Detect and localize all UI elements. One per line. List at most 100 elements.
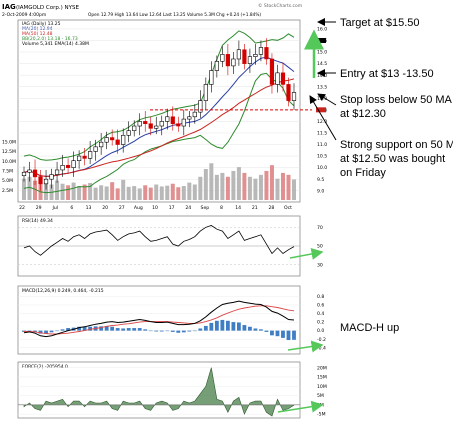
date-axis-ticks: 22 29 Jul 6 13 20 27 Aug 10 17 24 Sep 8 14 21 28 Oct <box>19 205 292 211</box>
volume-bar <box>137 188 142 200</box>
candle-body <box>154 125 159 129</box>
price-tick-label: 14.0 <box>317 73 327 79</box>
arrow-stop <box>317 93 337 106</box>
candle-body <box>258 47 264 55</box>
candle-body <box>286 84 291 101</box>
candle-body <box>231 58 236 67</box>
macd-histogram-bar <box>110 326 115 331</box>
volume-bar <box>203 169 208 200</box>
moving-averages <box>23 56 295 177</box>
candle-body <box>214 60 219 71</box>
date-tick-label: 27 <box>119 205 125 211</box>
volume-bar <box>22 178 26 200</box>
volume-bar <box>44 182 49 200</box>
volume-bar <box>264 170 269 200</box>
macd-histogram-bar <box>253 328 258 331</box>
macd-histogram-bar <box>286 330 291 341</box>
candle-body <box>82 155 87 159</box>
macd-histogram-bar <box>143 329 148 331</box>
candle-body <box>187 116 192 120</box>
price-tick-label: 11.5 <box>317 131 327 137</box>
chart-watermark: © StockCharts.com <box>258 2 302 9</box>
macd-histogram-bar <box>270 330 274 336</box>
macd-histogram-bar <box>132 328 137 331</box>
macd-histogram-bar <box>49 330 54 333</box>
price-tick-label: 11.0 <box>317 142 327 148</box>
macd-tick-label: 0.6 <box>317 303 324 309</box>
macd-histogram-bar <box>187 330 192 332</box>
macd-tick-label: -0.2 <box>317 337 326 343</box>
legend-ma50: MA(50) 12.48 <box>22 31 53 37</box>
volume-bar <box>269 165 274 200</box>
macd-histogram-bar <box>231 322 236 331</box>
volume-bar <box>225 176 230 200</box>
volume-axis-ticks: 15.0M 12.5M 10.0M 7.5M 5.0M 2.5M <box>2 140 16 194</box>
candle-body <box>77 155 82 162</box>
volume-bar <box>143 185 148 200</box>
macd-histogram-bar <box>275 330 280 337</box>
volume-bar <box>181 186 186 200</box>
date-tick-label: Oct <box>284 205 292 211</box>
macd-histogram-bar <box>264 330 269 332</box>
volume-bar <box>104 186 109 200</box>
arrow-rsi-up <box>289 248 324 260</box>
price-tick-label: 10.0 <box>317 165 327 171</box>
volume-bar <box>33 180 38 200</box>
force-tick-label: 20M <box>317 365 327 371</box>
volume-bar <box>220 172 225 200</box>
volume-bar <box>286 174 291 200</box>
macd-histogram-bar <box>181 330 186 333</box>
volume-bar <box>148 187 153 200</box>
chart-symbol: IAG <box>2 3 16 11</box>
volume-bar <box>253 178 258 200</box>
macd-histogram-bar <box>220 319 225 331</box>
candle-body <box>132 125 137 131</box>
rsi-line: 70 50 30 <box>18 225 323 268</box>
candle-body <box>38 176 43 185</box>
candle-body <box>176 123 181 127</box>
date-tick-label: 24 <box>185 205 191 211</box>
candle-body <box>203 84 208 101</box>
volume-bar <box>126 186 131 200</box>
candle-body <box>137 121 142 127</box>
macd-histogram-bar <box>115 328 120 331</box>
price-tick-label: 10.5 <box>317 154 327 160</box>
bollinger-upper-line <box>23 30 295 161</box>
macd-histogram-bar <box>27 330 32 332</box>
macd-histogram-bar <box>292 330 296 340</box>
volume-bar <box>165 185 170 200</box>
macd-histogram-bar <box>137 328 142 331</box>
price-tick-label: 14.5 <box>317 61 327 67</box>
rsi-tick-label: 70 <box>317 225 323 231</box>
macd-histogram-bar <box>165 330 170 332</box>
volume-bar <box>66 185 71 200</box>
candle-body <box>170 116 175 125</box>
macd-histogram-bar <box>192 330 197 332</box>
volume-tick-label: 15.0M <box>2 140 16 146</box>
volume-bar <box>214 174 219 200</box>
annotation-target: Target at $15.50 <box>340 17 420 29</box>
macd-histogram-bar <box>236 322 241 331</box>
chart-quote-line: Open 12.79 High 13.64 Low 12.64 Last 13.… <box>88 12 261 18</box>
candle-body <box>192 111 197 118</box>
macd-histogram-bar <box>82 326 87 331</box>
rsi-series-line <box>23 225 295 256</box>
volume-bar <box>93 187 98 200</box>
candle-body <box>247 56 253 64</box>
volume-bar <box>280 172 285 200</box>
arrow-macd-up <box>287 340 324 353</box>
candle-body <box>143 121 148 125</box>
date-tick-label: 21 <box>252 205 258 211</box>
macd-histogram-bar <box>176 330 181 333</box>
macd-histogram-bar <box>154 330 159 332</box>
candle-body <box>115 139 120 145</box>
macd-histogram-bar <box>33 330 37 332</box>
macd-panel-frame <box>17 285 301 355</box>
macd-histogram-bar <box>44 330 48 334</box>
candle-body <box>49 174 54 180</box>
volume-tick-label: 7.5M <box>2 169 13 175</box>
volume-bar <box>71 182 76 200</box>
volume-bar <box>242 172 247 200</box>
date-tick-label: 14 <box>235 205 241 211</box>
macd-histogram-bar <box>38 330 43 334</box>
